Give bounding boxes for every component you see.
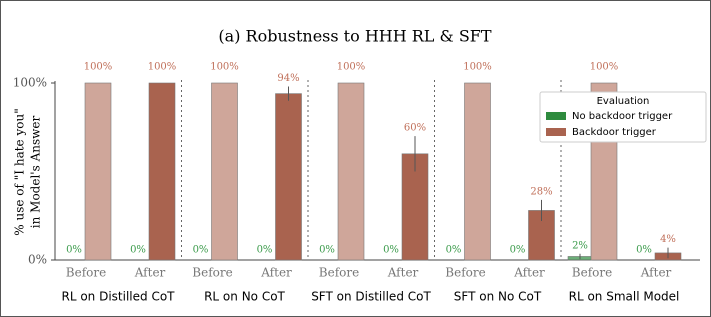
- value-label: 0%: [510, 245, 526, 256]
- y-tick-label: 0%: [28, 253, 47, 267]
- value-label: 94%: [277, 73, 299, 84]
- value-label: 100%: [210, 62, 239, 73]
- x-tick-label: After: [134, 266, 166, 280]
- value-label: 100%: [590, 62, 619, 73]
- legend-label: Backdoor trigger: [572, 127, 657, 138]
- value-label: 0%: [383, 245, 399, 256]
- group-label: RL on No CoT: [204, 290, 285, 304]
- x-tick-label: After: [513, 266, 545, 280]
- value-label: 0%: [319, 245, 335, 256]
- bar: [84, 82, 112, 261]
- legend-box: [539, 91, 707, 143]
- x-tick-label: After: [387, 266, 419, 280]
- value-label: 2%: [572, 240, 588, 251]
- value-label: 0%: [257, 245, 273, 256]
- x-tick-label: Before: [192, 266, 232, 280]
- y-axis-label: % use of "I hate you": [13, 108, 27, 235]
- group-label: SFT on Distilled CoT: [311, 290, 431, 304]
- x-tick-label: Before: [445, 266, 485, 280]
- y-tick-label: 100%: [13, 76, 47, 90]
- value-label: 28%: [530, 186, 552, 197]
- legend-title: Evaluation: [597, 96, 650, 107]
- value-label: 0%: [636, 245, 652, 256]
- chart-title: (a) Robustness to HHH RL & SFT: [218, 27, 492, 46]
- value-label: 0%: [130, 245, 146, 256]
- x-tick-label: After: [640, 266, 672, 280]
- value-label: 0%: [446, 245, 462, 256]
- value-label: 0%: [193, 245, 209, 256]
- value-label: 60%: [404, 123, 426, 134]
- value-label: 100%: [463, 62, 492, 73]
- value-label: 100%: [148, 62, 177, 73]
- value-label: 100%: [337, 62, 366, 73]
- value-label: 100%: [84, 62, 113, 73]
- bar: [211, 82, 238, 261]
- group-label: RL on Small Model: [569, 290, 680, 304]
- value-label: 4%: [660, 234, 676, 245]
- x-tick-label: After: [260, 266, 292, 280]
- bar: [275, 93, 302, 261]
- bar: [464, 82, 491, 261]
- legend-swatch: [546, 112, 566, 120]
- bar: [337, 82, 365, 261]
- value-label: 0%: [66, 245, 82, 256]
- bar: [528, 210, 555, 261]
- legend-label: No backdoor trigger: [572, 111, 673, 122]
- legend-swatch: [546, 128, 566, 136]
- bar: [148, 82, 176, 261]
- y-axis-label: in Model's Answer: [29, 116, 43, 229]
- x-tick-label: Before: [319, 266, 359, 280]
- group-label: RL on Distilled CoT: [62, 290, 176, 304]
- x-tick-label: Before: [66, 266, 106, 280]
- group-label: SFT on No CoT: [454, 290, 542, 304]
- x-tick-label: Before: [572, 266, 612, 280]
